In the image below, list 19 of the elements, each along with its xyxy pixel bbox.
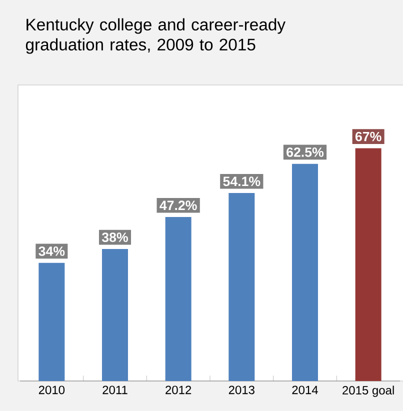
bar bbox=[355, 148, 382, 381]
bar bbox=[292, 164, 318, 381]
data-label: 47.2% bbox=[160, 200, 197, 210]
bar bbox=[102, 248, 128, 381]
data-label: 62.5% bbox=[286, 147, 324, 157]
x-tick-label: 2012 bbox=[166, 386, 192, 394]
data-label: 54.1% bbox=[223, 176, 260, 186]
bar bbox=[38, 262, 65, 381]
bar bbox=[228, 193, 255, 381]
x-tick-label: 2010 bbox=[38, 386, 65, 394]
data-label: 34% bbox=[38, 246, 65, 256]
data-label: 67% bbox=[355, 132, 382, 142]
x-tick-label: 2015 goal bbox=[342, 386, 394, 397]
x-tick-label: 2013 bbox=[228, 386, 254, 394]
x-tick-label: 2014 bbox=[292, 386, 318, 394]
x-tick-label: 2011 bbox=[102, 386, 128, 394]
bar bbox=[165, 217, 192, 381]
chart-title: Kentucky college and career-ready graduation rates, 2009 to 2015 bbox=[26, 18, 286, 54]
data-label: 38% bbox=[102, 232, 128, 242]
